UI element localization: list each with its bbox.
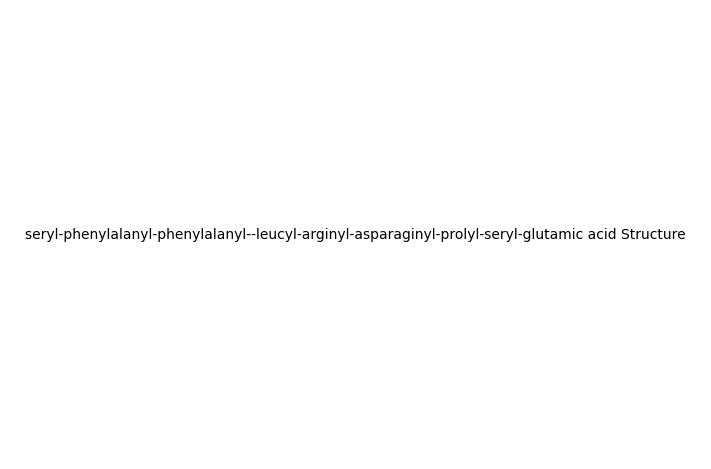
Text: seryl-phenylalanyl-phenylalanyl--leucyl-arginyl-asparaginyl-prolyl-seryl-glutami: seryl-phenylalanyl-phenylalanyl--leucyl-… xyxy=(25,227,686,242)
